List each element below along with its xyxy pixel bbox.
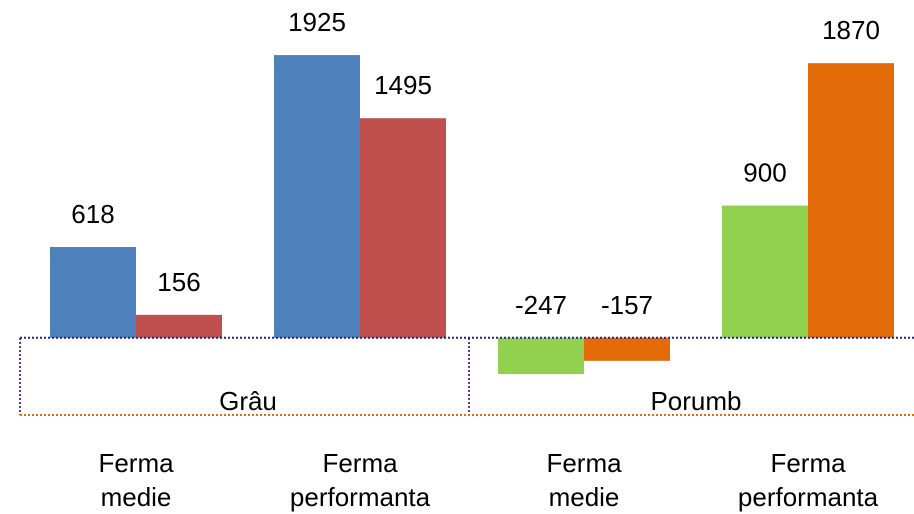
category-label: Ferma performanta — [289, 448, 431, 512]
value-label: -247 — [515, 290, 567, 320]
value-label: 618 — [71, 199, 114, 229]
category-label: Ferma medie — [546, 448, 622, 512]
bar — [722, 205, 808, 338]
bar — [584, 337, 670, 361]
value-label: 900 — [743, 158, 786, 188]
value-label: 1870 — [822, 15, 880, 45]
group-label: Grâu — [219, 386, 277, 416]
value-label: 1495 — [374, 70, 432, 100]
bar — [50, 247, 136, 338]
bar — [360, 118, 446, 338]
bar — [274, 55, 360, 338]
bar — [808, 63, 894, 338]
value-label: -157 — [601, 290, 653, 320]
bar — [136, 314, 222, 338]
group-label: Porumb — [650, 386, 741, 416]
category-label: Ferma medie — [98, 448, 174, 512]
value-label: 1925 — [288, 7, 346, 37]
category-label: Ferma performanta — [737, 448, 879, 512]
bar — [498, 337, 584, 375]
value-label: 156 — [157, 267, 200, 297]
